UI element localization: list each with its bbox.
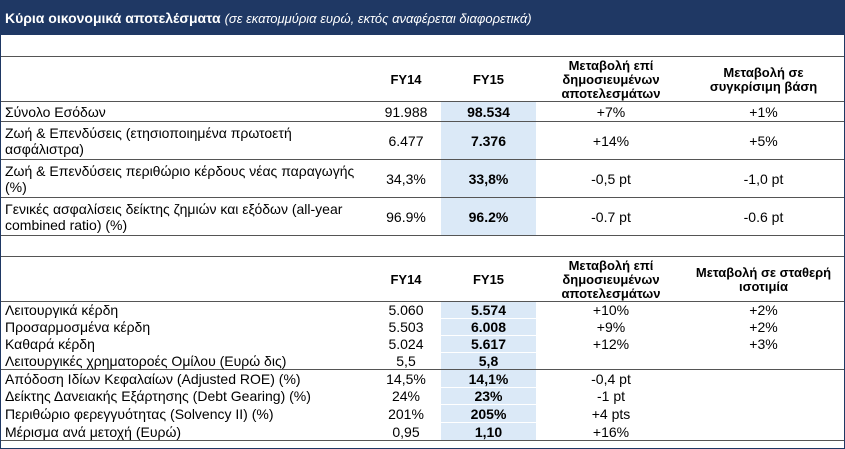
row-label: Ζωή & Επενδύσεις περιθώριο κέρδους νέας … (5, 162, 355, 195)
value-cell: 201% (388, 405, 424, 422)
value-cell: 33,8% (441, 160, 536, 197)
rule (1, 256, 844, 257)
title: Κύρια οικονομικά αποτελέσματα (5, 10, 221, 26)
value-cell: +10% (592, 302, 630, 318)
value-cell: +12% (592, 336, 630, 352)
title-bar: Κύρια οικονομικά αποτελέσματα (σε εκατομμ… (1, 1, 844, 35)
value-cell: 14,1% (441, 370, 536, 387)
value-cell: 5,5 (396, 353, 416, 369)
value-cell: 5,8 (441, 353, 536, 369)
value-cell: +2% (749, 319, 778, 335)
value-cell: +4 pts (591, 405, 631, 422)
row-label: Μέρισμα ανά μετοχή (Ευρώ) (5, 423, 182, 440)
row-label: Σύνολο Εσόδων (5, 103, 106, 120)
column-header: FY15 (472, 271, 505, 287)
row-label: Λειτουργικά κέρδη (5, 302, 119, 318)
value-cell: +16% (592, 423, 630, 440)
value-cell: 0,95 (392, 423, 420, 440)
rule (1, 121, 844, 122)
column-header: Μεταβολή σε συγκρίσιμη βάση (709, 64, 818, 94)
row-label: Προσαρμοσμένα κέρδη (5, 319, 151, 335)
column-header: Μεταβολή επί δημοσιευμένων αποτελεσμάτων (561, 57, 661, 101)
row-label: Περιθώριο φερεγγυότητας (Solvency II) (%… (5, 405, 274, 422)
value-cell: -0.7 pt (591, 208, 631, 225)
value-cell: 1,10 (441, 423, 536, 440)
value-cell: +7% (596, 103, 626, 120)
column-header: Μεταβολή σε σταθερή ισοτιμία (695, 264, 832, 294)
subtitle: (σε εκατομμύρια ευρώ, εκτός αναφέρεται δ… (224, 11, 532, 26)
value-cell: 91.988 (384, 103, 428, 120)
value-cell: +9% (596, 319, 626, 335)
value-cell: 5.574 (441, 302, 536, 318)
rule (1, 56, 844, 57)
value-cell: 6.008 (441, 319, 536, 335)
value-cell: 34,3% (386, 170, 426, 187)
row-label: Καθαρά κέρδη (5, 336, 95, 352)
value-cell: +5% (749, 132, 778, 149)
value-cell: 6.477 (388, 132, 424, 149)
value-cell: 7.376 (441, 122, 536, 159)
column-header: Μεταβολή επί δημοσιευμένων αποτελεσμάτων (561, 257, 661, 301)
value-cell: -1,0 pt (743, 170, 784, 187)
row-label: Δείκτης Δανειακής Εξάρτησης (Debt Gearin… (5, 388, 311, 404)
row-label: Γενικές ασφαλίσεις δείκτης ζημιών και εξ… (5, 200, 343, 233)
value-cell: 96.2% (441, 198, 536, 235)
row-label: Ζωή & Επενδύσεις (ετησιοποιημένα πρωτοετ… (5, 124, 292, 157)
rule (1, 101, 844, 102)
rule (1, 235, 844, 236)
value-cell: +1% (749, 103, 778, 120)
value-cell: 205% (441, 405, 536, 422)
rule (1, 440, 844, 441)
value-cell: +14% (592, 132, 630, 149)
rule (1, 197, 844, 198)
value-cell: +2% (749, 302, 778, 318)
value-cell: +3% (749, 336, 778, 352)
rule (1, 301, 844, 302)
row-label: Απόδοση Ιδίων Κεφαλαίων (Adjusted ROE) (… (5, 370, 301, 387)
value-cell: 14,5% (386, 370, 426, 387)
value-cell: 5.617 (441, 336, 536, 352)
value-cell: 5.060 (388, 302, 424, 318)
value-cell: 24% (391, 388, 421, 404)
column-header: FY15 (472, 71, 505, 87)
value-cell: 5.503 (388, 319, 424, 335)
column-header: FY14 (390, 71, 422, 87)
value-cell: -0,4 pt (591, 370, 631, 387)
group-rule (1, 369, 844, 370)
row-label: Λειτουργικές χρηματοροές Ομίλου (Ευρώ δι… (5, 353, 287, 369)
column-header: FY14 (390, 271, 422, 287)
value-cell: -0,5 pt (591, 170, 631, 187)
value-cell: 98.534 (441, 102, 536, 121)
value-cell: 23% (441, 388, 536, 404)
value-cell: -1 pt (596, 388, 625, 404)
value-cell: 96.9% (386, 208, 426, 225)
rule (1, 159, 844, 160)
value-cell: 5.024 (388, 336, 424, 352)
value-cell: -0.6 pt (743, 208, 784, 225)
